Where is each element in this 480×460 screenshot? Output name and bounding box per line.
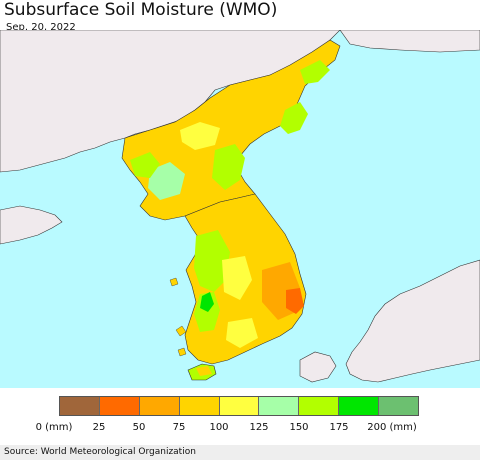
legend-swatch [179, 397, 220, 415]
island-2 [175, 325, 187, 337]
sk-yellow-center [222, 256, 252, 300]
legend-swatch [339, 397, 380, 415]
source-footer: Source: World Meteorological Organizatio… [0, 445, 480, 460]
land-shandong [0, 205, 63, 245]
sk-green-west [194, 230, 230, 292]
map-date: Sep. 20, 2022 [6, 22, 76, 33]
legend-tick: 100 [209, 422, 229, 433]
legend-tick: 25 [92, 422, 106, 433]
legend-tick: 50 [132, 422, 146, 433]
land-japan-islands [299, 351, 337, 383]
nk-green-center [212, 144, 245, 190]
legend-swatch [259, 397, 300, 415]
legend-swatch [299, 397, 340, 415]
nk-green-coast [300, 60, 330, 84]
legend-swatch [379, 397, 419, 415]
nk-light-green [148, 162, 185, 200]
land-russia [339, 30, 480, 53]
land-japan [345, 259, 480, 383]
legend-swatch [219, 397, 260, 415]
legend-tick: 200 (mm) [367, 422, 417, 433]
legend-tick: 150 [289, 422, 309, 433]
sk-yellow-south [226, 318, 258, 348]
soil-moisture-map [0, 30, 480, 388]
nk-green-east [280, 102, 308, 134]
legend-swatch [139, 397, 180, 415]
legend-tick: 175 [329, 422, 349, 433]
legend-tick: 0 (mm) [35, 422, 73, 433]
island-1 [169, 277, 179, 287]
legend-colorbar [59, 396, 419, 416]
map-title: Subsurface Soil Moisture (WMO) [4, 0, 278, 20]
island-3 [177, 347, 187, 357]
legend-swatch [60, 397, 100, 415]
jeju-yellow [196, 366, 212, 376]
legend-tick: 75 [172, 422, 186, 433]
nk-green-west [130, 152, 160, 178]
sk-green-south [194, 292, 220, 332]
sk-dark-green [200, 292, 214, 312]
sk-red-spot [286, 288, 304, 314]
legend-swatch [99, 397, 140, 415]
legend-tick: 125 [249, 422, 269, 433]
nk-yellow [180, 122, 220, 150]
